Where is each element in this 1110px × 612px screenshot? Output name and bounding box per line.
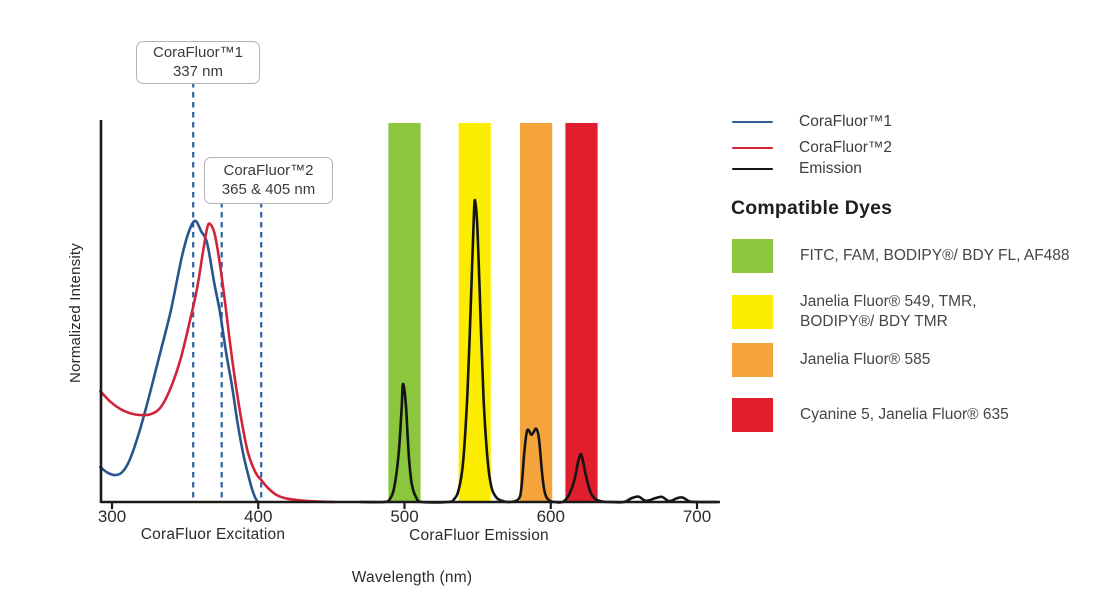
x-tick-label-500: 500 — [390, 507, 418, 526]
callout-corafluor1: CoraFluor™1 337 nm — [136, 41, 260, 84]
y-axis-label: Normalized Intensity — [67, 243, 84, 383]
red-dye-swatch — [732, 398, 773, 432]
dye-entry-red: Cyanine 5, Janelia Fluor® 635 — [732, 398, 1009, 432]
legend-entry-emission: Emission — [732, 160, 862, 177]
legend-entry-corafluor2: CoraFluor™2 — [732, 139, 893, 156]
legend-label-corafluor2: CoraFluor™2 — [799, 139, 893, 156]
x-tick-label-700: 700 — [683, 507, 711, 526]
dye-entry-yellow: Janelia Fluor® 549, TMR, BODIPY®/ BDY TMR — [732, 292, 977, 332]
callout-corafluor1-wavelength: 337 nm — [172, 62, 224, 80]
emission-region-label: CoraFluor Emission — [409, 527, 549, 544]
yellow-dye-swatch — [732, 295, 773, 329]
dye-entry-green: FITC, FAM, BODIPY®/ BDY FL, AF488 — [732, 239, 1070, 273]
dye-entry-orange: Janelia Fluor® 585 — [732, 343, 930, 377]
dye-label-yellow-line2: BODIPY®/ BDY TMR — [800, 313, 948, 330]
series-curve-excitation-0 — [99, 219, 260, 504]
series-curve-excitation-1 — [99, 222, 336, 504]
x-tick-label-400: 400 — [244, 507, 272, 526]
callout-corafluor2-wavelength: 365 & 405 nm — [221, 180, 316, 198]
orange-dye-swatch — [732, 343, 773, 377]
legend-entry-corafluor1: CoraFluor™1 — [732, 113, 893, 130]
series-curve-emission-2 — [359, 198, 719, 504]
dye-label-yellow-line1: Janelia Fluor® 549, TMR, — [800, 293, 977, 310]
dye-label-green: FITC, FAM, BODIPY®/ BDY FL, AF488 — [800, 247, 1070, 264]
callout-corafluor1-name: CoraFluor™1 — [152, 44, 244, 61]
emission-line-swatch — [732, 167, 773, 171]
x-tick-label-600: 600 — [537, 507, 565, 526]
dye-label-red: Cyanine 5, Janelia Fluor® 635 — [800, 406, 1009, 423]
callout-corafluor2-name: CoraFluor™2 — [223, 162, 314, 179]
excitation-region-label: CoraFluor Excitation — [140, 526, 286, 543]
x-tick-label-300: 300 — [98, 507, 126, 526]
x-axis-label: Wavelength (nm) — [351, 569, 473, 586]
dye-label-orange: Janelia Fluor® 585 — [800, 351, 931, 368]
spectra-chart: 300 400 500 600 700 — [98, 82, 720, 526]
dye-label-yellow: Janelia Fluor® 549, TMR, BODIPY®/ BDY TMR — [800, 292, 977, 332]
legend-label-corafluor1: CoraFluor™1 — [799, 113, 893, 130]
compatible-dyes-title: Compatible Dyes — [731, 197, 893, 219]
corafluor2-line-swatch — [732, 146, 773, 150]
green-dye-swatch — [732, 239, 773, 273]
legend-label-emission: Emission — [799, 160, 862, 177]
corafluor1-line-swatch — [732, 120, 773, 124]
dye-band-rect-0 — [388, 123, 421, 502]
callout-corafluor2: CoraFluor™2 365 & 405 nm — [204, 157, 333, 204]
dye-band-rect-3 — [565, 123, 598, 502]
